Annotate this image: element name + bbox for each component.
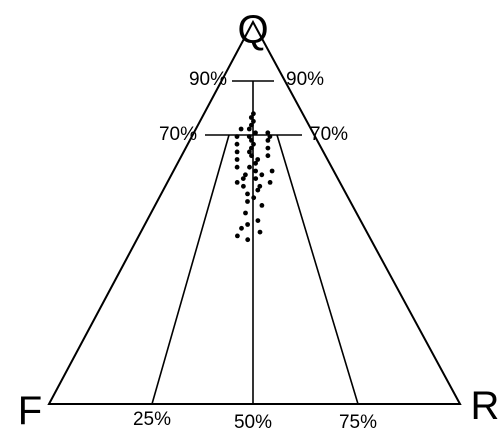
data-point bbox=[257, 183, 263, 189]
data-point bbox=[249, 122, 254, 128]
data-point bbox=[265, 153, 271, 159]
data-point bbox=[267, 134, 273, 140]
data-point bbox=[240, 176, 246, 182]
data-point bbox=[238, 126, 244, 132]
data-point bbox=[255, 187, 261, 193]
data-point bbox=[259, 172, 265, 178]
data-point bbox=[253, 176, 259, 182]
vertex-label-r: R bbox=[471, 384, 500, 428]
data-point bbox=[253, 168, 258, 174]
vertex-label-q: Q bbox=[237, 8, 268, 52]
vertex-label-f: F bbox=[18, 389, 42, 430]
data-point bbox=[245, 237, 251, 243]
data-point bbox=[249, 153, 254, 159]
data-point bbox=[253, 160, 258, 166]
data-point bbox=[255, 218, 261, 224]
q-70-label-left: 70% bbox=[159, 124, 197, 145]
data-point bbox=[234, 141, 240, 147]
data-point bbox=[247, 164, 252, 170]
fr-25-line bbox=[151, 134, 230, 405]
data-point bbox=[245, 191, 250, 197]
q-90-label-right: 90% bbox=[286, 69, 324, 90]
data-point bbox=[251, 195, 257, 201]
data-point bbox=[234, 157, 240, 162]
data-point bbox=[249, 145, 254, 151]
data-point bbox=[265, 138, 271, 143]
data-point bbox=[267, 180, 273, 185]
base-label-75: 75% bbox=[339, 412, 377, 430]
data-point bbox=[241, 183, 246, 189]
data-point bbox=[243, 172, 248, 178]
data-point bbox=[245, 199, 250, 204]
data-point bbox=[251, 118, 256, 124]
sample-points bbox=[234, 111, 275, 243]
data-point bbox=[269, 168, 275, 174]
fr-75-line bbox=[276, 134, 359, 405]
data-point bbox=[248, 115, 254, 120]
data-point bbox=[234, 149, 240, 155]
data-point bbox=[253, 130, 258, 136]
data-point bbox=[255, 157, 261, 162]
data-point bbox=[239, 225, 244, 231]
data-point bbox=[243, 210, 248, 216]
data-point bbox=[246, 126, 252, 132]
q-70-label-right: 70% bbox=[310, 124, 348, 145]
triangle-outline bbox=[47, 19, 462, 405]
data-point bbox=[251, 111, 256, 117]
data-point bbox=[265, 145, 271, 151]
data-point bbox=[251, 141, 256, 147]
data-point bbox=[234, 134, 240, 140]
data-point bbox=[245, 222, 251, 227]
base-label-50: 50% bbox=[234, 412, 272, 430]
q-90-label-left: 90% bbox=[189, 69, 227, 90]
data-point bbox=[234, 180, 240, 185]
data-point bbox=[249, 138, 254, 143]
base-label-25: 25% bbox=[133, 409, 171, 430]
data-point bbox=[247, 149, 252, 155]
data-point bbox=[235, 233, 240, 239]
data-point bbox=[259, 203, 265, 208]
data-point bbox=[265, 130, 271, 136]
data-point bbox=[234, 164, 240, 170]
data-point bbox=[246, 134, 252, 140]
data-point bbox=[257, 229, 263, 235]
